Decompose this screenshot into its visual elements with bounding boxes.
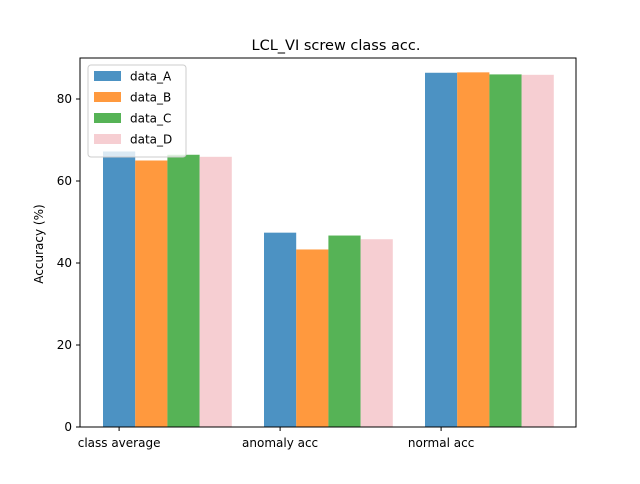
bar-data_C-0: [167, 154, 200, 427]
x-tick-label: class average: [78, 436, 161, 450]
y-tick-label: 60: [57, 174, 72, 188]
y-axis-label: Accuracy (%): [32, 204, 46, 283]
y-tick-label: 20: [57, 338, 72, 352]
y-tick-label: 0: [64, 420, 72, 434]
bar-data_B-2: [457, 72, 490, 427]
chart-title: LCL_VI screw class acc.: [252, 38, 421, 54]
bar-data_A-1: [264, 232, 297, 427]
x-tick-label: anomaly acc: [242, 436, 318, 450]
axes-frame: [79, 57, 577, 428]
y-tick-label: 40: [57, 256, 72, 270]
legend-swatch-data_D: [94, 134, 121, 144]
axes-group: [79, 57, 577, 428]
legend-swatch-data_B: [94, 92, 121, 102]
legend-swatch-data_C: [94, 113, 121, 123]
bar-data_A-0: [103, 151, 136, 428]
legend: data_A data_B data_C data_D: [87, 64, 187, 158]
legend-label-data_A: data_A: [130, 70, 172, 84]
legend-label-data_D: data_D: [130, 133, 172, 147]
bar-data_D-0: [199, 156, 232, 427]
bar-data_A-2: [425, 72, 458, 427]
bar-data_C-2: [489, 74, 522, 428]
x-tick-label: normal acc: [408, 436, 474, 450]
y-tick-label: 80: [57, 92, 72, 106]
legend-swatch-data_A: [94, 71, 121, 81]
legend-label-data_B: data_B: [130, 91, 171, 105]
ticks-group: 0 20 40 60 80 class average anomaly acc normal …: [57, 92, 475, 450]
bar-data_D-2: [521, 74, 554, 427]
bar-data_D-1: [360, 239, 393, 427]
bar-data_B-1: [296, 249, 329, 427]
bars-group: [103, 72, 554, 428]
bar-data_C-1: [328, 235, 361, 427]
legend-label-data_C: data_C: [130, 112, 171, 126]
bar-data_B-0: [135, 160, 168, 427]
